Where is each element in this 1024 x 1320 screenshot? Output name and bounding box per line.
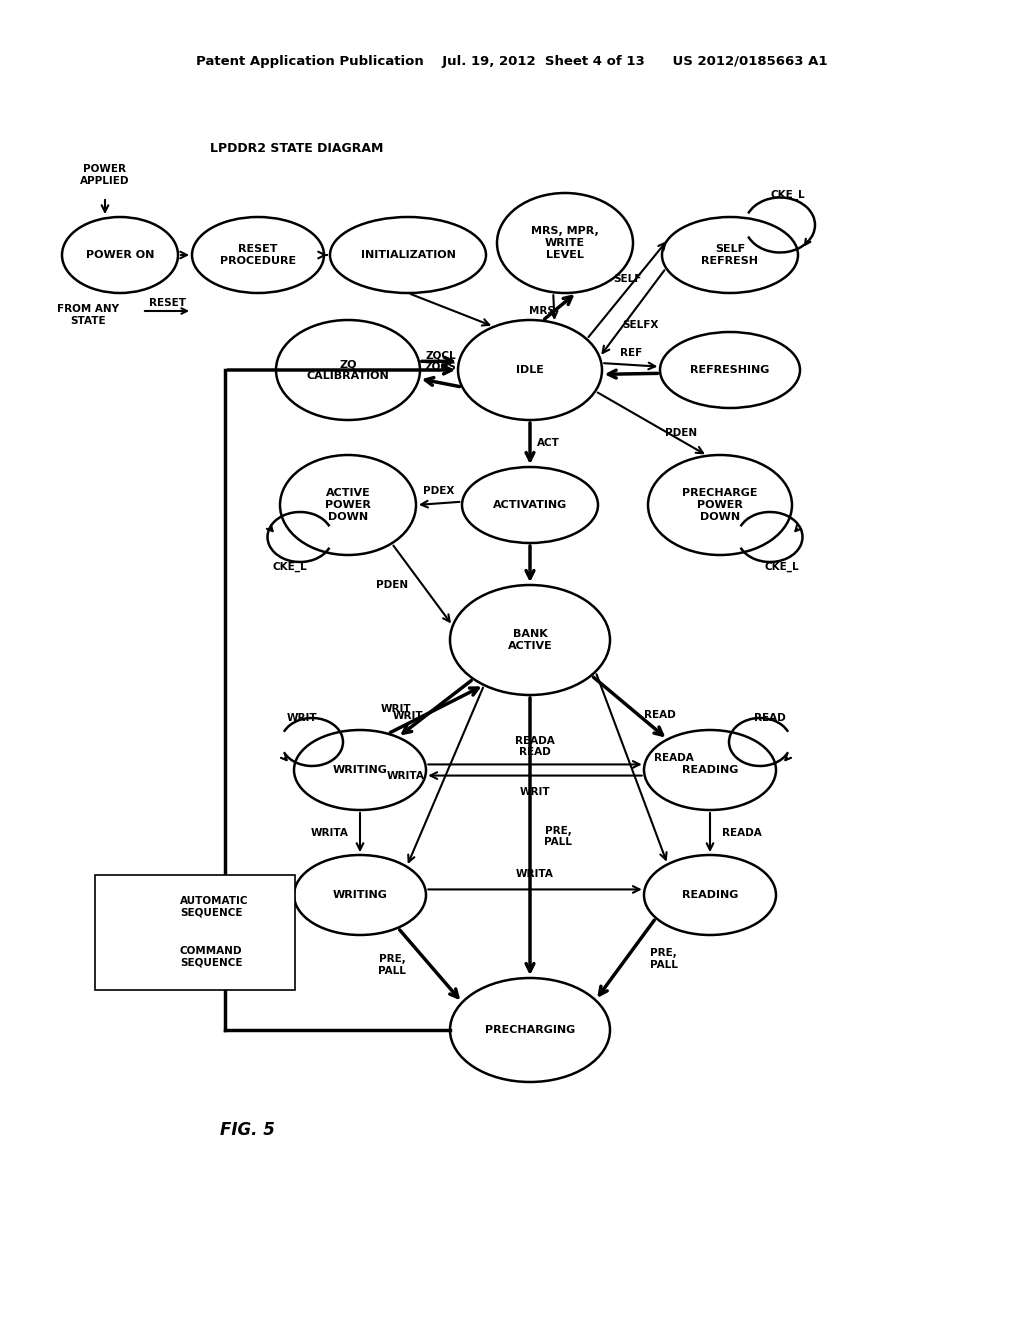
FancyBboxPatch shape: [95, 875, 295, 990]
Text: READING: READING: [682, 890, 738, 900]
Text: LPDDR2 STATE DIAGRAM: LPDDR2 STATE DIAGRAM: [210, 141, 383, 154]
Text: WRIT: WRIT: [287, 713, 317, 723]
Text: AUTOMATIC
SEQUENCE: AUTOMATIC SEQUENCE: [180, 896, 249, 917]
Text: CKE_L: CKE_L: [272, 562, 307, 572]
Text: POWER
APPLIED: POWER APPLIED: [80, 164, 130, 186]
Text: RESET: RESET: [150, 298, 186, 308]
Text: RESET
PROCEDURE: RESET PROCEDURE: [220, 244, 296, 265]
Text: ACT: ACT: [537, 438, 559, 449]
Text: REFRESHING: REFRESHING: [690, 366, 770, 375]
Text: READA
READ: READA READ: [515, 735, 555, 758]
Text: WRIT: WRIT: [392, 711, 423, 721]
Text: PRE,
PALL: PRE, PALL: [544, 826, 572, 847]
Text: REF: REF: [620, 348, 642, 358]
Text: WRITING: WRITING: [333, 890, 387, 900]
Text: WRITA: WRITA: [386, 771, 424, 781]
Text: PDEX: PDEX: [424, 486, 455, 496]
Text: READ: READ: [643, 710, 675, 721]
Text: WRIT: WRIT: [520, 787, 550, 796]
Text: POWER ON: POWER ON: [86, 249, 155, 260]
Text: FROM ANY
STATE: FROM ANY STATE: [57, 304, 119, 326]
Text: READ: READ: [754, 713, 785, 723]
Text: PDEN: PDEN: [666, 429, 697, 438]
Text: ACTIVE
POWER
DOWN: ACTIVE POWER DOWN: [325, 488, 371, 521]
Text: PRE,
PALL: PRE, PALL: [650, 948, 678, 970]
Text: SELF: SELF: [613, 275, 642, 284]
Text: ZQ
CALIBRATION: ZQ CALIBRATION: [306, 359, 389, 380]
Text: ZQCL
ZQCS: ZQCL ZQCS: [425, 350, 457, 372]
Text: WRITING: WRITING: [333, 766, 387, 775]
Text: READING: READING: [682, 766, 738, 775]
Text: READA: READA: [653, 752, 693, 763]
Text: INITIALIZATION: INITIALIZATION: [360, 249, 456, 260]
Text: PRECHARGE
POWER
DOWN: PRECHARGE POWER DOWN: [682, 488, 758, 521]
Text: SELF
REFRESH: SELF REFRESH: [701, 244, 759, 265]
Text: ACTIVATING: ACTIVATING: [493, 500, 567, 510]
Text: CKE_L: CKE_L: [765, 562, 800, 572]
Text: FIG. 5: FIG. 5: [220, 1121, 274, 1139]
Text: CKE_L: CKE_L: [771, 190, 805, 201]
Text: IDLE: IDLE: [516, 366, 544, 375]
Text: PRECHARGING: PRECHARGING: [485, 1026, 575, 1035]
Text: WRITA: WRITA: [516, 870, 554, 879]
Text: BANK
ACTIVE: BANK ACTIVE: [508, 630, 552, 651]
Text: MRS: MRS: [528, 306, 555, 317]
Text: PRE,
PALL: PRE, PALL: [378, 954, 406, 975]
Text: WRITA: WRITA: [311, 828, 349, 837]
Text: MRS, MPR,
WRITE
LEVEL: MRS, MPR, WRITE LEVEL: [531, 227, 599, 260]
Text: WRIT: WRIT: [381, 705, 412, 714]
Text: SELFX: SELFX: [623, 319, 659, 330]
Text: Patent Application Publication    Jul. 19, 2012  Sheet 4 of 13      US 2012/0185: Patent Application Publication Jul. 19, …: [197, 55, 827, 69]
Text: PDEN: PDEN: [376, 579, 409, 590]
Text: READA: READA: [722, 828, 762, 837]
Text: COMMAND
SEQUENCE: COMMAND SEQUENCE: [180, 946, 243, 968]
